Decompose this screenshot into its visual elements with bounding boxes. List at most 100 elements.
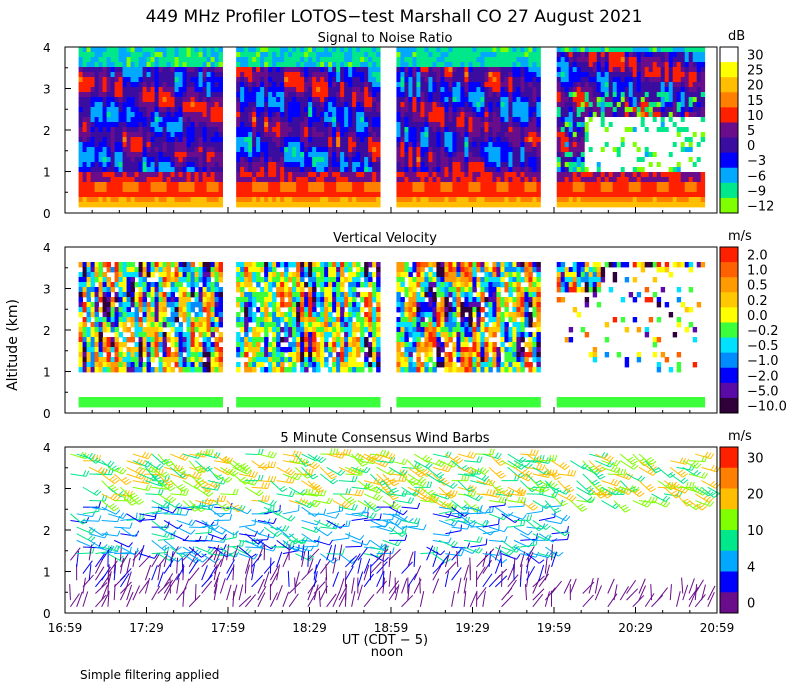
- wind-barb-feather: [113, 544, 118, 551]
- wind-barb: [438, 519, 455, 527]
- wind-barb: [650, 584, 653, 601]
- wind-barb-feather: [469, 452, 474, 458]
- wind-barb-feather: [699, 504, 705, 509]
- wind-barb-feather: [497, 453, 502, 459]
- wind-barb-feather: [464, 506, 470, 511]
- wind-barb-feather: [648, 496, 652, 503]
- wind-barb: [251, 574, 263, 588]
- wind-barb-feather: [616, 460, 621, 467]
- wind-barb-feather: [378, 456, 383, 462]
- wind-barb-feather: [651, 496, 655, 503]
- wind-barb-feather: [528, 476, 533, 482]
- wind-barb: [76, 591, 83, 607]
- wind-barb: [120, 568, 132, 581]
- wind-barb-feather: [515, 463, 521, 469]
- wind-barb: [144, 577, 151, 594]
- wind-barb-feather: [220, 549, 224, 556]
- wind-barb: [501, 570, 503, 587]
- wind-barb-feather: [161, 544, 167, 549]
- wind-barb: [188, 552, 198, 568]
- y-tick-label: 1: [43, 366, 51, 380]
- wind-barb: [338, 578, 345, 594]
- wind-barb: [363, 564, 370, 581]
- wind-barb-feather: [431, 495, 437, 501]
- wind-barb: [382, 544, 387, 561]
- wind-barb-feather: [329, 539, 334, 546]
- wind-barb-feather: [171, 498, 177, 503]
- wind-barb-feather: [479, 536, 483, 543]
- x-tick-label: 17:59: [211, 621, 246, 635]
- wind-barb-feather: [201, 466, 206, 472]
- wind-barb-feather: [543, 523, 549, 529]
- y-tick-label: 0: [43, 207, 51, 221]
- wind-barb-feather: [340, 470, 346, 476]
- wind-barb: [494, 558, 502, 574]
- wind-barb-feather: [424, 456, 430, 462]
- wind-barb-feather: [316, 487, 323, 491]
- wind-barb-feather: [163, 473, 170, 478]
- wind-barb-feather: [388, 453, 393, 459]
- wind-barb-feather: [163, 460, 170, 465]
- wind-barb-feather: [140, 470, 146, 476]
- wind-barb: [113, 539, 129, 548]
- wind-barb-feather: [511, 544, 518, 549]
- wind-barb: [526, 526, 543, 530]
- wind-barb-feather: [185, 473, 190, 480]
- wind-barb-feather: [343, 502, 349, 508]
- wind-barb: [301, 519, 318, 526]
- wind-barb-feather: [179, 508, 183, 515]
- wind-barb: [95, 566, 105, 581]
- wind-barb: [494, 544, 501, 561]
- wind-barb: [126, 513, 141, 523]
- wind-barb-feather: [275, 509, 281, 514]
- wind-barb-feather: [119, 467, 124, 474]
- wind-barb-feather: [309, 461, 315, 467]
- wind-barb: [176, 557, 179, 574]
- wind-barb: [313, 539, 330, 546]
- wind-barb: [257, 533, 274, 539]
- wind-barb-feather: [129, 522, 133, 529]
- wind-barb-feather: [499, 462, 506, 467]
- wind-barb: [432, 539, 449, 544]
- wind-barb-feather: [573, 470, 577, 477]
- wind-barb: [526, 510, 543, 515]
- wind-barb: [139, 553, 155, 559]
- wind-barb-feather: [591, 479, 598, 484]
- wind-barb: [295, 500, 310, 509]
- wind-barb-feather: [498, 518, 500, 525]
- wind-barb-feather: [180, 472, 186, 477]
- wind-barb: [107, 553, 123, 562]
- wind-barb-feather: [185, 509, 189, 516]
- wind-barb-feather: [478, 548, 483, 554]
- wind-barb: [114, 552, 131, 555]
- data-segment: [396, 262, 541, 408]
- wind-barb-feather: [401, 490, 405, 497]
- wind-barb-feather: [399, 530, 405, 536]
- wind-barb-feather: [174, 502, 181, 508]
- wind-barb-feather: [210, 449, 214, 456]
- wind-barb: [332, 537, 349, 541]
- wind-barb-feather: [240, 476, 246, 481]
- wind-barb-feather: [163, 546, 170, 551]
- wind-barb-feather: [138, 500, 144, 505]
- wind-barb: [507, 513, 523, 520]
- wind-barb-feather: [414, 464, 421, 469]
- x-tick-label: 17:29: [129, 621, 164, 635]
- wind-barb: [239, 524, 256, 528]
- wind-barb: [638, 466, 654, 476]
- colorbar-cell: [720, 550, 738, 572]
- wind-barb: [426, 546, 441, 556]
- wind-barb-feather: [375, 487, 381, 493]
- wind-barb-feather: [587, 489, 593, 495]
- wind-barb-feather: [351, 500, 357, 505]
- wind-barb-feather: [321, 458, 327, 464]
- wind-barb-feather: [514, 474, 517, 481]
- wind-barb-feather: [272, 452, 277, 459]
- wind-barb-feather: [282, 524, 287, 531]
- wind-barb-feather: [539, 484, 546, 489]
- wind-barb-feather: [469, 485, 474, 492]
- wind-barb: [151, 512, 168, 515]
- data-segment: [236, 262, 381, 408]
- wind-barb: [263, 571, 270, 588]
